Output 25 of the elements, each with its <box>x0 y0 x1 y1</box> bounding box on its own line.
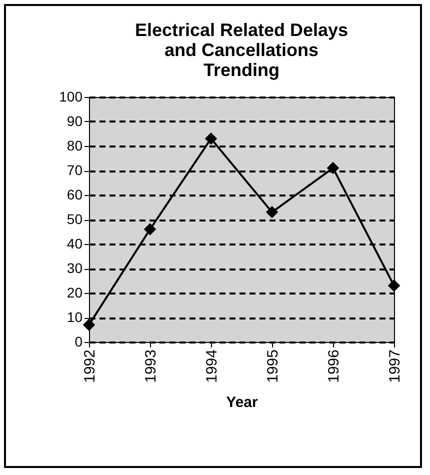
point <box>388 280 400 292</box>
y-tick-label: 10 <box>66 309 83 325</box>
y-tick-label: 30 <box>66 260 83 276</box>
y-tick-label: 80 <box>66 138 83 154</box>
x-tick-label: 1997 <box>386 350 404 383</box>
point <box>204 132 218 145</box>
x-tick-label: 1992 <box>82 350 98 383</box>
point <box>266 206 278 218</box>
y-tick-label: 0 <box>74 334 83 350</box>
x-tick-label: 1996 <box>326 350 342 383</box>
x-axis-title: Year <box>226 394 258 411</box>
y-tick-label: 70 <box>66 162 83 178</box>
y-tick-label: 100 <box>59 88 83 104</box>
y-tick-label: 60 <box>66 186 83 202</box>
x-tick-label: 1993 <box>142 350 160 383</box>
x-tick-label: 1995 <box>264 350 282 383</box>
point <box>326 162 340 174</box>
chart-title: Electrical Related Delays and Cancellations Trending <box>134 20 348 80</box>
y-tick-label: 50 <box>66 211 83 227</box>
y-tick-label: 20 <box>66 284 83 300</box>
x-tick-label: 1994 <box>204 350 220 383</box>
y-tick-label: 40 <box>66 236 83 252</box>
y-tick-label: 90 <box>66 113 83 129</box>
point <box>82 318 96 331</box>
point <box>144 223 156 236</box>
